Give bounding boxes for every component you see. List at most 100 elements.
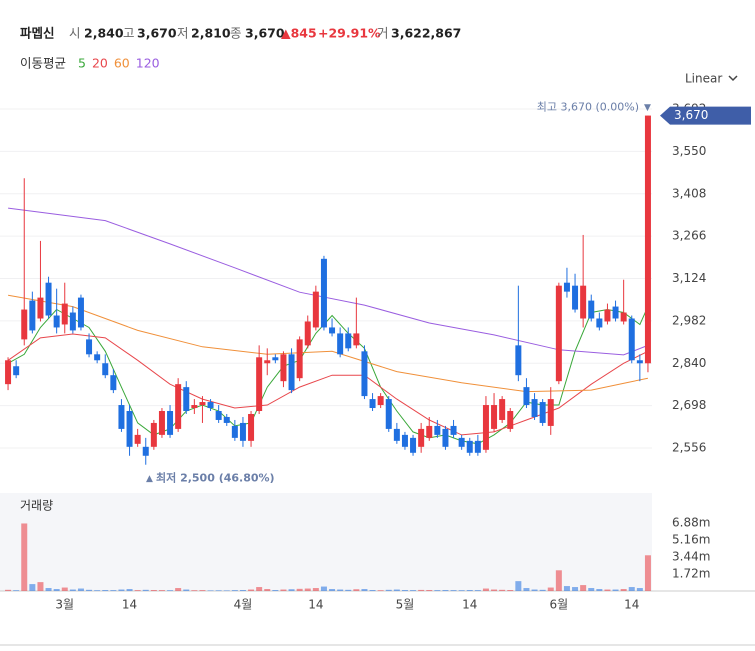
volume-bar bbox=[94, 590, 101, 591]
candle-body bbox=[280, 354, 287, 382]
candle-body bbox=[337, 333, 344, 355]
y-tick-label: 3,266 bbox=[672, 229, 706, 243]
volume-bar bbox=[13, 590, 20, 591]
volume-bar bbox=[604, 589, 611, 591]
candle-body bbox=[572, 285, 579, 310]
candle-body bbox=[499, 399, 506, 420]
volume-bar bbox=[288, 589, 295, 591]
moving-average-line bbox=[8, 294, 649, 393]
volume-bar bbox=[61, 587, 68, 591]
x-tick-label: 5월 bbox=[396, 598, 415, 612]
candle-body bbox=[628, 318, 635, 361]
volume-bar bbox=[345, 589, 352, 591]
candle-body bbox=[353, 333, 360, 346]
price-tag bbox=[660, 106, 751, 125]
volume-bar bbox=[426, 590, 433, 591]
volume-bar bbox=[126, 589, 133, 591]
volume-bar bbox=[531, 589, 538, 591]
candle-body bbox=[134, 434, 141, 444]
volume-bar bbox=[547, 587, 554, 591]
candle-body bbox=[102, 363, 109, 376]
candle-body bbox=[588, 300, 595, 319]
candle-body bbox=[288, 354, 295, 391]
volume-bar bbox=[410, 590, 417, 591]
volume-bar bbox=[361, 589, 368, 591]
candle-body bbox=[563, 282, 570, 292]
x-tick-label: 14 bbox=[624, 598, 639, 612]
volume-bar bbox=[158, 590, 165, 591]
candle-body bbox=[215, 411, 222, 420]
volume-bar bbox=[515, 581, 522, 591]
candle-body bbox=[29, 300, 36, 331]
volume-bar bbox=[175, 588, 182, 591]
volume-bar bbox=[628, 587, 635, 591]
ma-legend: 60 bbox=[114, 56, 130, 71]
volume-bar bbox=[612, 589, 619, 591]
candle-body bbox=[393, 428, 400, 441]
x-tick-label: 14 bbox=[122, 598, 137, 612]
candle-body bbox=[312, 291, 319, 328]
candle-body bbox=[580, 285, 587, 319]
candle-body bbox=[118, 405, 125, 429]
volume-bar bbox=[45, 588, 52, 591]
volume-bar bbox=[191, 590, 198, 591]
volume-bar bbox=[450, 590, 457, 591]
candle-body bbox=[77, 297, 84, 328]
volume-bar bbox=[150, 590, 157, 591]
volume-bar bbox=[563, 586, 570, 591]
volume-panel bbox=[0, 493, 652, 591]
candle-body bbox=[175, 384, 182, 429]
volume-bar bbox=[401, 590, 408, 591]
candle-body bbox=[410, 437, 417, 453]
candle-body bbox=[636, 360, 643, 364]
volume-bar bbox=[636, 588, 643, 591]
scale-select[interactable]: Linear bbox=[685, 72, 722, 86]
y-tick-label: 3,550 bbox=[672, 144, 706, 158]
candle-body bbox=[491, 405, 498, 429]
candle-body bbox=[256, 357, 263, 412]
candle-body bbox=[426, 425, 433, 438]
y-tick-label: 2,698 bbox=[672, 398, 706, 412]
volume-bar bbox=[199, 590, 206, 591]
close-value: 3,670 bbox=[245, 26, 285, 41]
volume-bar bbox=[572, 587, 579, 591]
volume-bar bbox=[466, 590, 473, 591]
candle-body bbox=[507, 411, 514, 429]
volume-tick-label: 3.44m bbox=[672, 550, 710, 564]
candle-body bbox=[434, 425, 441, 435]
volume-bar bbox=[596, 589, 603, 591]
candle-body bbox=[620, 312, 627, 322]
volume-bar bbox=[256, 587, 263, 591]
candle-body bbox=[167, 411, 174, 435]
x-tick-label: 14 bbox=[308, 598, 323, 612]
ma-legend: 20 bbox=[92, 56, 108, 71]
volume-bar bbox=[588, 588, 595, 591]
volume-bar bbox=[369, 590, 376, 591]
volume-bar bbox=[77, 588, 84, 591]
candle-body bbox=[5, 360, 12, 385]
candle-body bbox=[474, 440, 481, 453]
volume-bar bbox=[442, 590, 449, 591]
volume-bar bbox=[69, 589, 76, 591]
candle-body bbox=[21, 309, 28, 340]
candle-body bbox=[264, 360, 271, 364]
candle-body bbox=[539, 402, 546, 423]
dropdown-chevron[interactable] bbox=[728, 75, 738, 82]
candle-body bbox=[466, 440, 473, 453]
volume-bar bbox=[118, 589, 125, 591]
volume-bar bbox=[539, 589, 546, 591]
candle-body bbox=[45, 282, 52, 316]
volume-bar bbox=[320, 586, 327, 591]
volume-bar bbox=[580, 585, 587, 591]
volume-bar bbox=[312, 588, 319, 591]
candle-body bbox=[183, 387, 190, 412]
volume-bar bbox=[434, 590, 441, 591]
candle-body bbox=[231, 425, 238, 438]
volume-bar bbox=[296, 588, 303, 591]
volume-bar bbox=[474, 590, 481, 591]
x-tick-label: 14 bbox=[462, 598, 477, 612]
volume-bar bbox=[272, 590, 279, 591]
candle-body bbox=[94, 354, 101, 361]
y-tick-label: 2,556 bbox=[672, 441, 706, 455]
volume-bar bbox=[329, 589, 336, 591]
